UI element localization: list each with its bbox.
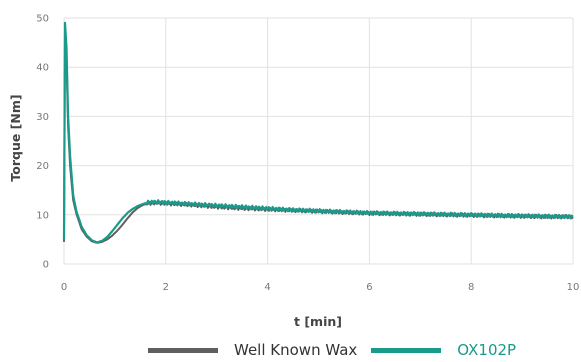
y-tick-label: 20 [36,161,49,172]
legend-swatch-ox102p [371,347,442,353]
legend-swatch-well-known-wax [148,347,218,353]
x-tick-label: 10 [567,282,580,293]
y-tick-label: 50 [36,14,49,25]
y-tick-labels: 0 10 20 30 40 50 [36,14,49,271]
series-lines [62,21,574,244]
series-line-ox102p [62,21,574,244]
x-tick-label: 6 [366,282,372,293]
legend-item-ox102p: OX102P [371,341,516,359]
legend-label-ox102p: OX102P [457,341,517,359]
y-tick-label: 40 [36,63,49,74]
y-tick-label: 10 [36,210,49,221]
x-tick-label: 8 [468,282,474,293]
grid-lines [63,17,574,265]
legend-label-well-known-wax: Well Known Wax [234,341,358,359]
x-tick-label: 0 [61,282,67,293]
x-tick-labels: 0 2 4 6 8 10 [61,282,580,293]
y-tick-label: 30 [36,112,49,123]
legend-item-well-known-wax: Well Known Wax [148,341,357,359]
y-axis-label: Torque [Nm] [8,94,23,181]
x-tick-label: 2 [163,282,169,293]
x-axis-label: t [min] [294,314,342,329]
x-tick-label: 4 [264,282,270,293]
y-tick-label: 0 [43,260,49,271]
legend: Well Known Wax OX102P [148,340,516,360]
